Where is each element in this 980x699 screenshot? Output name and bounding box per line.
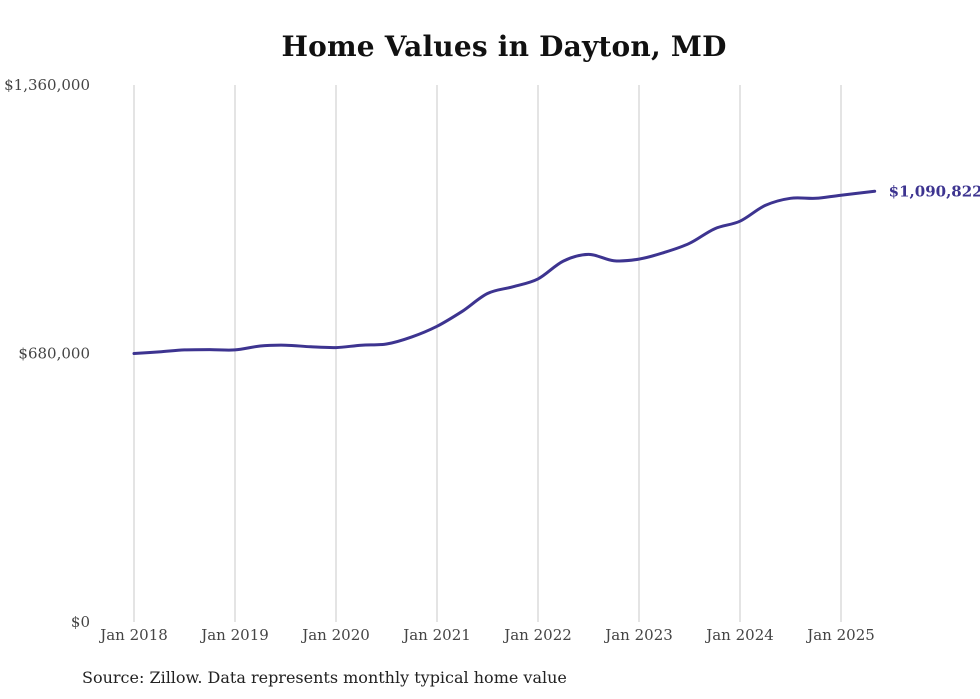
x-tick-label: Jan 2019 — [199, 626, 269, 644]
y-tick-label: $680,000 — [18, 345, 90, 363]
x-tick-label: Jan 2023 — [603, 626, 673, 644]
series-line — [132, 189, 877, 355]
source-note: Source: Zillow. Data represents monthly … — [82, 668, 567, 687]
y-tick-labels: $0 $680,000 $1,360,000 — [4, 76, 90, 631]
y-tick-label: $1,360,000 — [4, 76, 90, 94]
chart-title: Home Values in Dayton, MD — [281, 30, 727, 63]
x-tick-label: Jan 2024 — [704, 626, 774, 644]
x-tick-label: Jan 2021 — [401, 626, 471, 644]
x-tick-label: Jan 2020 — [300, 626, 370, 644]
x-tick-labels: Jan 2018 Jan 2019 Jan 2020 Jan 2021 Jan 2022… — [98, 626, 875, 644]
x-tick-label: Jan 2018 — [98, 626, 168, 644]
end-value-label: $1,090,822 — [889, 182, 980, 200]
gridlines — [133, 85, 842, 622]
x-tick-label: Jan 2025 — [805, 626, 875, 644]
y-tick-label: $0 — [71, 613, 90, 631]
x-tick-label: Jan 2022 — [502, 626, 572, 644]
